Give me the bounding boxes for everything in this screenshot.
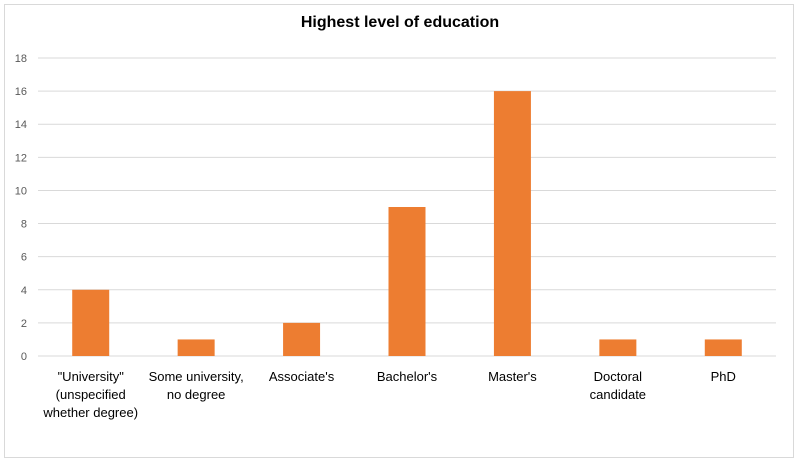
x-axis-labels: "University" (unspecified whether degree) S… [42,369,736,420]
x-category-label: Associate's [269,369,335,384]
x-category-label-line: Associate's [269,369,335,384]
y-axis-ticks: 0 2 4 6 8 10 12 14 16 18 [15,53,27,363]
bar [72,289,110,356]
y-tick-label: 2 [21,318,27,330]
y-tick-label: 0 [21,351,27,363]
x-category-label-line: "University" [58,369,125,384]
x-category-label-line: whether degree) [42,405,138,420]
x-category-label-line: candidate [590,387,646,402]
y-tick-label: 12 [15,152,27,164]
y-tick-label: 10 [15,185,27,197]
x-category-label-line: Bachelor's [377,369,438,384]
x-category-label: "University" (unspecified whether degree) [42,369,138,420]
x-category-label-line: Some university, [149,369,244,384]
x-category-label-line: Doctoral [594,369,643,384]
x-category-label: Doctoral candidate [590,369,646,402]
chart-title: Highest level of education [300,14,500,31]
y-tick-label: 18 [15,53,27,65]
bar [493,91,531,356]
bar [177,339,215,356]
y-tick-label: 16 [15,86,27,98]
x-category-label-line: Master's [488,369,537,384]
x-category-label: Some university, no degree [149,369,244,402]
bar [704,339,742,356]
x-category-label-line: PhD [711,369,736,384]
x-category-label: PhD [711,369,736,384]
bar [599,339,637,356]
bars [72,91,742,356]
x-category-label: Bachelor's [377,369,438,384]
bar [283,322,321,356]
x-category-label-line: no degree [167,387,226,402]
y-tick-label: 8 [21,219,27,231]
bar [388,207,426,356]
y-tick-label: 6 [21,252,27,264]
x-category-label-line: (unspecified [56,387,126,402]
y-tick-label: 14 [15,119,27,131]
y-tick-label: 4 [21,285,27,297]
x-category-label: Master's [488,369,537,384]
